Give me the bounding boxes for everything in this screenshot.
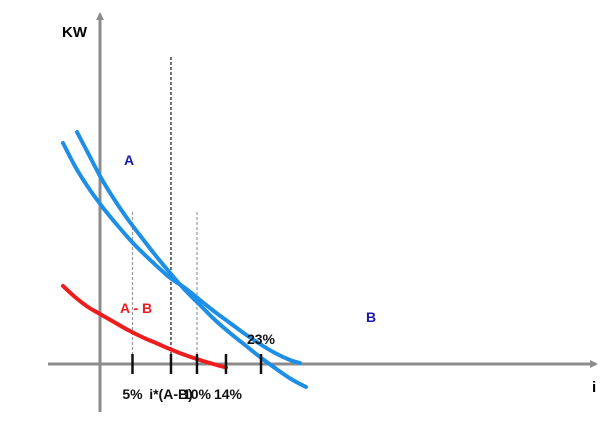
label-a: A	[124, 152, 134, 168]
x-tick-label-3: 10%	[183, 386, 212, 402]
axes	[48, 12, 598, 412]
curve-b	[61, 141, 302, 365]
x-tick-label-5: 23%	[247, 331, 276, 347]
curve-a	[75, 130, 308, 389]
tick-marks	[131, 354, 263, 374]
x-tick-label-1: 5%	[122, 386, 143, 402]
x-tick-label-2: i*(A-B)	[149, 386, 193, 402]
x-axis-label: i	[592, 379, 596, 396]
label-a-minus-b: A - B	[120, 300, 152, 316]
series-lines	[61, 130, 308, 389]
reference-lines	[131, 57, 198, 364]
chart-labels: KW i 5% i*(A-B)10% 14% 23% A B A - B	[62, 24, 596, 402]
x-tick-label-4: 14%	[214, 386, 243, 402]
label-b: B	[366, 309, 376, 325]
curve-a-minus-b	[61, 284, 228, 370]
y-axis-label: KW	[62, 24, 88, 41]
